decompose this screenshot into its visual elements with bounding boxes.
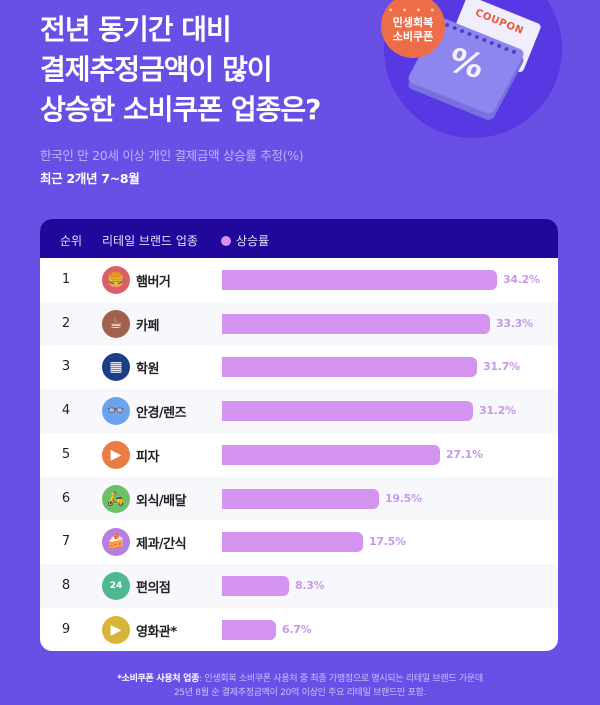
category-label: 영화관* [136,624,177,640]
table-row: 5 ▶ 피자 27.1% [40,433,558,477]
rank-number: 2 [61,315,71,331]
value-bar [222,532,363,553]
category-label: 제과/간식 [136,537,187,553]
period-label: 최근 2개년 7~8월 [40,171,140,186]
rank-number: 5 [61,446,71,462]
value-label: 33.3% [496,316,533,330]
delivery-scooter-icon: 🛵 [102,484,130,513]
table-row: 1 🍔 햄버거 34.2% [40,258,558,302]
value-bar [222,619,276,640]
table-row: 6 🛵 외식/배달 19.5% [40,476,558,521]
rank-number: 7 [61,534,71,550]
category-label: 카페 [136,318,159,334]
category-label: 편의점 [136,580,171,596]
table-header: 순위 리테일 브랜드 업종 상승률 [40,219,558,258]
badge-line2: 소비쿠폰 [392,30,434,43]
footnote-bold: *소비쿠폰 사용처 업종 [117,674,200,684]
footnote-line1: : 인생회복 소비쿠폰 사용처 중 최종 가맹점으로 명시되는 리테일 브랜드 … [199,674,483,684]
legend-dot-icon [221,235,231,246]
category-label: 학원 [136,362,159,378]
coffee-cup-icon: ☕ [102,309,130,338]
footnote-line2: 25년 8월 순 결제추정금액이 20억 이상인 주요 리테일 브랜드만 포함. [173,688,427,698]
value-bar [222,313,490,334]
calculator-icon: ▦ [102,353,130,382]
value-label: 34.2% [503,273,540,286]
title-line-3: 상승한 소비쿠폰 업종은? [40,93,321,126]
category-label: 외식/배달 [136,493,187,509]
badge-dots: • • • • [388,6,438,15]
table-row: 9 ▶ 영화관* 6.7% [40,608,558,651]
footnote: *소비쿠폰 사용처 업종: 인생회복 소비쿠폰 사용처 중 최종 가맹점으로 명… [0,672,600,700]
rank-number: 1 [61,272,71,287]
glasses-icon: 👓 [102,397,130,426]
value-bar [222,401,473,422]
chart-subtitle: 한국인 만 20세 이상 개인 결제금액 상승률 추정(%) [40,148,304,163]
ranking-table-card: 순위 리테일 브랜드 업종 상승률 1 🍔 햄버거 34.2% 2 ☕ 카페 33.3% 3 ▦ 학… [40,219,558,651]
table-row: 2 ☕ 카페 33.3% [40,301,558,346]
table-row: 8 24 편의점 8.3% [40,563,558,608]
page-title: 전년 동기간 대비 결제추정금액이 많이 상승한 소비쿠폰 업종은? [40,10,321,130]
title-line-1: 전년 동기간 대비 [40,13,232,46]
title-line-2: 결제추정금액이 많이 [40,53,273,86]
rank-number: 8 [61,577,71,593]
convenience-store-icon: 24 [102,571,130,600]
value-bar [222,444,440,465]
table-row: 4 👓 안경/렌즈 31.2% [40,389,558,433]
consumer-coupon-badge: • • • • 민생회복 소비쿠폰 [381,0,445,58]
value-label: 8.3% [295,578,325,592]
value-label: 31.7% [483,360,520,374]
rank-number: 9 [61,621,71,637]
rank-number: 6 [61,490,71,506]
value-bar [222,488,379,509]
percent-icon: % [442,41,490,87]
value-label: 6.7% [282,622,312,636]
legend-label: 상승률 [236,234,270,248]
column-header-category: 리테일 브랜드 업종 [102,234,198,248]
value-label: 17.5% [369,535,406,549]
value-bar [222,357,477,378]
legend: 상승률 [221,232,269,249]
table-row: 7 🍰 제과/간식 17.5% [40,520,558,564]
column-header-rank: 순위 [60,234,83,248]
cake-icon: 🍰 [102,528,130,557]
value-bar [222,270,497,290]
value-label: 19.5% [385,491,422,505]
rank-number: 3 [61,359,71,375]
badge-line1: 민생회복 [392,16,434,29]
value-bar [222,575,289,596]
category-label: 안경/렌즈 [136,406,187,422]
value-label: 31.2% [479,404,516,418]
pizza-icon: ▶ [102,440,130,469]
category-label: 햄버거 [136,275,171,290]
movie-clapper-icon: ▶ [102,615,130,644]
rank-number: 4 [61,403,71,419]
table-row: 3 ▦ 학원 31.7% [40,345,558,389]
value-label: 27.1% [446,447,483,461]
category-label: 피자 [136,449,159,465]
hamburger-icon: 🍔 [102,266,130,294]
